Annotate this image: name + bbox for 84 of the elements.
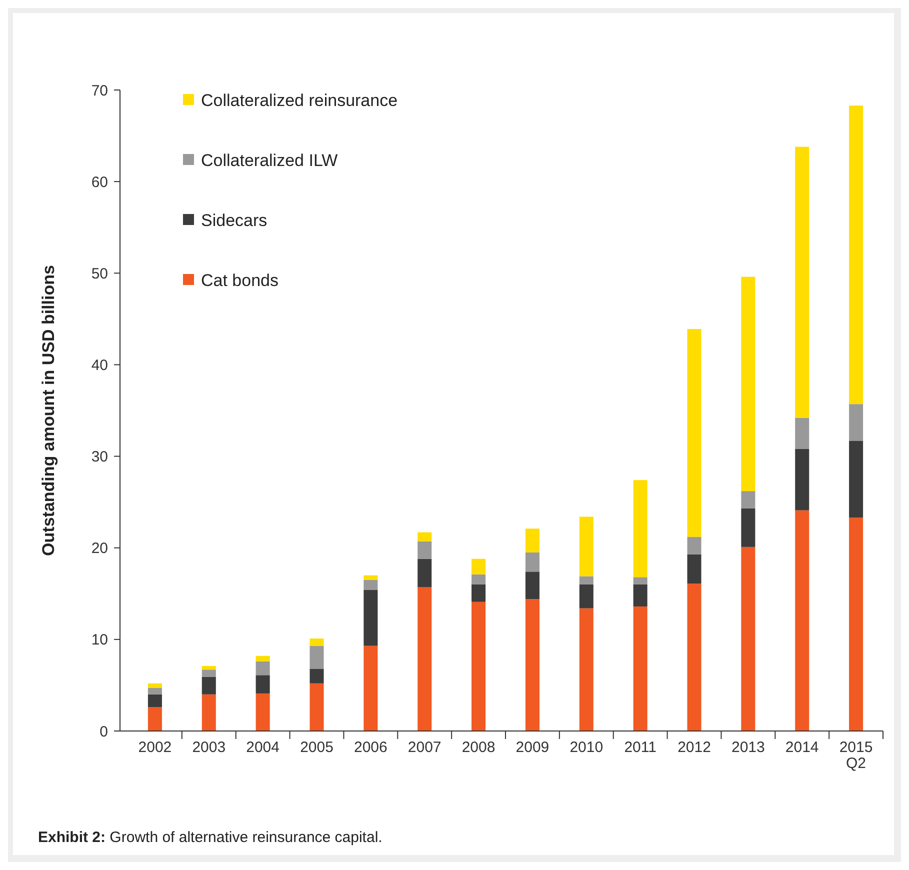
bar <box>148 688 162 694</box>
bar <box>256 661 270 676</box>
bar <box>849 518 864 731</box>
bar <box>525 552 540 572</box>
bar <box>418 541 432 559</box>
bar <box>472 574 486 584</box>
bar <box>579 576 594 584</box>
y-tick-label: 40 <box>91 356 108 374</box>
bar <box>741 546 756 731</box>
x-tick-label: 2013 <box>731 739 765 756</box>
bar <box>202 676 216 694</box>
bar <box>741 508 756 547</box>
legend-label: Collateralized ILW <box>201 150 338 170</box>
x-tick-label: 2015 Q2 <box>839 739 873 772</box>
legend-label: Cat bonds <box>201 270 278 290</box>
bar <box>633 480 648 578</box>
x-tick-label: 2014 <box>785 739 819 756</box>
bar <box>795 448 810 510</box>
bar <box>579 584 594 608</box>
bar <box>633 584 648 606</box>
bar <box>364 575 378 580</box>
bar <box>418 558 432 588</box>
x-tick-label: 2006 <box>354 739 388 756</box>
bar <box>525 528 540 552</box>
bar <box>849 106 864 404</box>
text: Exhibit 2: Growth of alternative reinsurance capital. <box>38 829 382 846</box>
bar <box>148 694 162 708</box>
bar <box>633 577 648 584</box>
bar <box>310 646 324 669</box>
x-tick-label: 2009 <box>516 739 550 756</box>
bar <box>687 536 702 554</box>
legend-label: Sidecars <box>201 210 268 230</box>
bar <box>579 516 594 576</box>
bar <box>310 683 324 731</box>
x-tick-label: 2007 <box>408 739 442 756</box>
y-tick-label: 30 <box>91 448 108 466</box>
legend-label: Collateralized reinsurance <box>201 90 398 110</box>
bar <box>795 418 810 449</box>
bar <box>472 558 486 574</box>
x-tick-label: 2010 <box>570 739 604 756</box>
bar <box>741 276 756 492</box>
y-tick-label: 60 <box>91 174 108 191</box>
bar <box>148 683 162 688</box>
x-tick-label: 2003 <box>192 739 226 756</box>
bar <box>687 329 702 537</box>
bar <box>687 584 702 731</box>
y-tick-label: 50 <box>91 265 108 282</box>
bar <box>148 707 162 731</box>
bar <box>525 572 540 600</box>
bar <box>849 404 864 441</box>
bar <box>364 646 378 731</box>
bar <box>795 146 810 418</box>
bar <box>310 638 324 646</box>
bar <box>202 670 216 677</box>
y-tick-label: 0 <box>100 723 108 740</box>
y-tick-label: 70 <box>91 82 108 100</box>
bar <box>310 668 324 684</box>
bar <box>364 590 378 646</box>
x-tick-label: 2011 <box>624 739 656 756</box>
bar <box>633 606 648 731</box>
y-tick-label: 20 <box>91 540 108 558</box>
bar <box>418 532 432 542</box>
bar <box>741 491 756 508</box>
x-tick-label: 2012 <box>678 739 711 756</box>
bar <box>525 599 540 731</box>
bar <box>795 510 810 731</box>
bar <box>418 587 432 731</box>
bar <box>256 656 270 662</box>
bar <box>256 675 270 694</box>
bar <box>202 694 216 731</box>
x-tick-label: 2004 <box>246 739 280 756</box>
bar <box>472 584 486 602</box>
bar <box>202 666 216 670</box>
bar <box>364 580 378 590</box>
bar <box>687 554 702 584</box>
x-tick-label: 2008 <box>462 739 496 756</box>
x-tick-label: 2002 <box>138 739 172 756</box>
y-axis-title: Outstanding amount in USD billions <box>39 265 58 556</box>
bar <box>849 440 864 518</box>
x-tick-label: 2005 <box>300 739 334 756</box>
bar <box>472 602 486 731</box>
bar <box>579 608 594 731</box>
y-tick-label: 10 <box>91 632 108 649</box>
bar <box>256 693 270 731</box>
